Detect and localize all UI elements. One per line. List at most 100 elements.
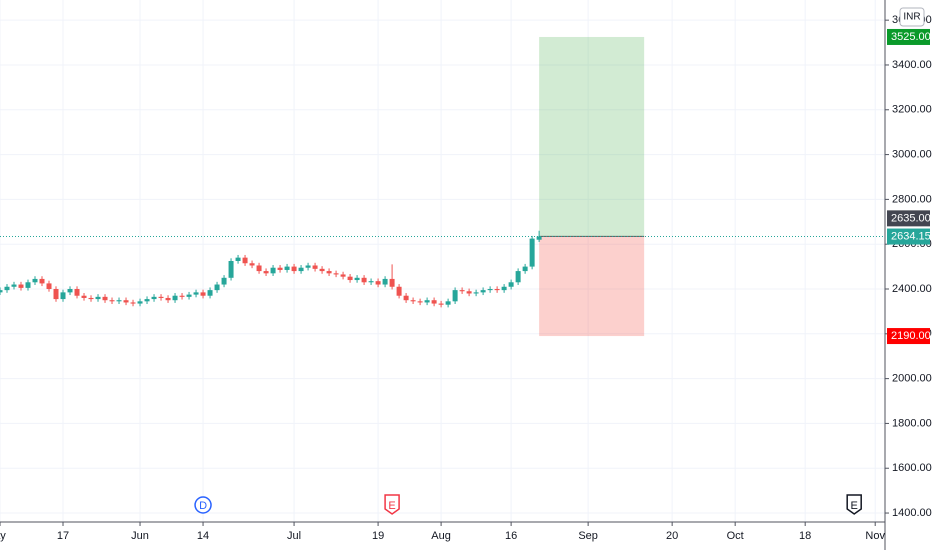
candle-body xyxy=(11,284,17,287)
x-tick-label: Oct xyxy=(727,530,744,542)
candle-body xyxy=(277,267,283,270)
candle-body xyxy=(137,301,143,304)
candle-body xyxy=(522,266,528,272)
currency-badge xyxy=(899,7,925,27)
x-tick-label: Nov xyxy=(865,530,885,542)
candle-body xyxy=(46,283,52,290)
candle-body xyxy=(298,267,304,272)
event-label: D xyxy=(199,500,207,512)
price-badge xyxy=(887,228,930,245)
candle-body xyxy=(445,301,451,305)
price-badge-label: 3525.00 xyxy=(891,31,931,43)
profit-zone xyxy=(539,36,645,237)
candle-body xyxy=(158,296,164,298)
candle-body xyxy=(529,238,535,267)
candle-body xyxy=(396,286,402,296)
candle-body xyxy=(284,266,290,270)
candle-body xyxy=(179,295,185,297)
y-tick-label: 1600.00 xyxy=(892,462,932,474)
candle-body xyxy=(438,303,444,305)
candle-body xyxy=(333,273,339,275)
x-tick-label: Sep xyxy=(578,530,598,542)
candle-body xyxy=(487,289,493,291)
loss-zone xyxy=(539,236,645,337)
candle-body xyxy=(515,271,521,283)
candle-body xyxy=(67,289,73,293)
candle-body xyxy=(39,278,45,284)
candle-body xyxy=(74,289,80,296)
y-tick-label: 3000.00 xyxy=(892,148,932,160)
candle-body xyxy=(403,295,409,301)
candle-body xyxy=(53,289,59,300)
candle-body xyxy=(431,300,437,304)
candle-body xyxy=(60,292,66,300)
y-tick-label: 2400.00 xyxy=(892,283,932,295)
candle-body xyxy=(417,301,423,303)
price-badge-label: 2190.00 xyxy=(891,330,931,342)
candle-body xyxy=(340,274,346,277)
y-tick-label: 1400.00 xyxy=(892,507,932,519)
candle-body xyxy=(109,300,115,302)
candle-body xyxy=(81,295,87,298)
candle-body xyxy=(193,292,199,295)
candle-body xyxy=(214,284,220,291)
candle-body xyxy=(116,300,122,302)
candle-body xyxy=(354,277,360,281)
candle-body xyxy=(207,290,213,296)
candle-body xyxy=(361,277,367,283)
candle-body xyxy=(270,267,276,274)
candle-body xyxy=(368,281,374,283)
candle-body xyxy=(305,265,311,268)
candle-body xyxy=(221,277,227,285)
x-tick-label: ay xyxy=(0,530,6,542)
candle-body xyxy=(242,257,248,264)
candle-body xyxy=(501,286,507,291)
candle-body xyxy=(347,276,353,281)
price-badge xyxy=(887,210,930,227)
candle-body xyxy=(235,257,241,261)
candle-body xyxy=(312,265,318,269)
x-tick-label: 14 xyxy=(197,530,209,542)
candle-body xyxy=(536,236,542,240)
candle-body xyxy=(424,300,430,303)
event-marker xyxy=(846,494,862,515)
candle-body xyxy=(172,295,178,301)
y-tick-label: 2000.00 xyxy=(892,373,932,385)
x-tick-label: 20 xyxy=(666,530,678,542)
candle-body xyxy=(389,278,395,287)
candle-body xyxy=(375,281,381,285)
candle-body xyxy=(473,292,479,294)
price-badge xyxy=(887,28,930,45)
currency-label: INR xyxy=(903,12,920,23)
candle-body xyxy=(4,286,10,291)
candle-body xyxy=(494,289,500,291)
candle-body xyxy=(144,299,150,302)
candle-body xyxy=(200,292,206,296)
candle-body xyxy=(123,300,129,303)
y-tick-label: 1800.00 xyxy=(892,417,932,429)
candle-body xyxy=(256,265,262,272)
candle-body xyxy=(459,290,465,292)
price-axis-bg xyxy=(885,0,932,550)
candle-body xyxy=(18,284,24,288)
event-marker xyxy=(194,496,212,514)
y-tick-label: 3400.00 xyxy=(892,59,932,71)
event-label: E xyxy=(388,500,395,512)
candle-body xyxy=(452,290,458,302)
event-label: E xyxy=(851,500,858,512)
candle-body xyxy=(228,261,234,278)
candle-body xyxy=(466,291,472,294)
candle-body xyxy=(32,278,38,283)
candle-body xyxy=(0,290,3,293)
candle-body xyxy=(480,290,486,293)
candle-body xyxy=(186,294,192,297)
candle-body xyxy=(326,271,332,274)
event-marker xyxy=(384,494,400,515)
price-badge xyxy=(887,328,930,345)
candle-body xyxy=(95,296,101,300)
candle-body xyxy=(165,297,171,301)
x-tick-label: 19 xyxy=(372,530,384,542)
y-tick-label: 2800.00 xyxy=(892,193,932,205)
price-badge-label: 2635.00 xyxy=(891,212,931,224)
